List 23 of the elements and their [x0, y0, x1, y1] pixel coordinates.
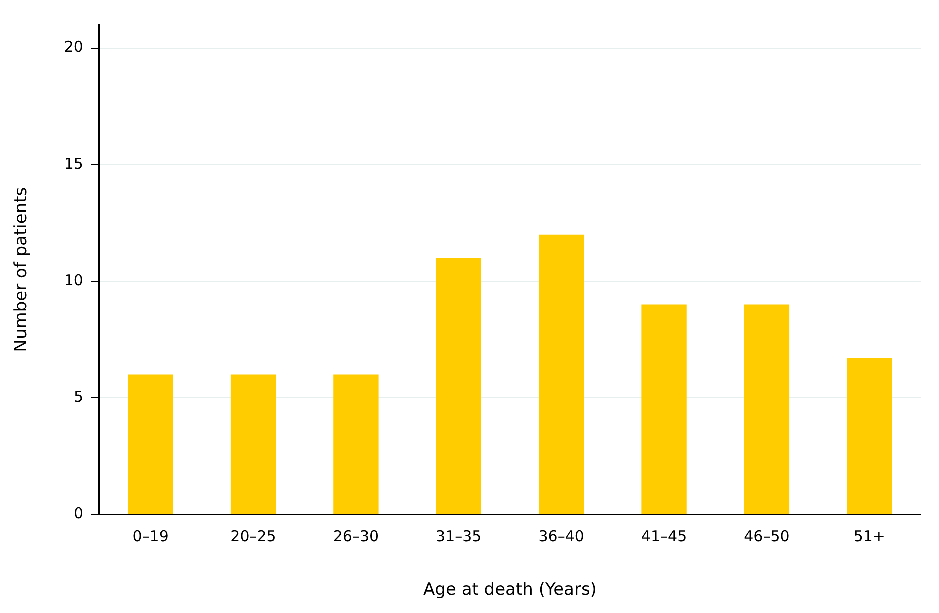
- bar: [128, 374, 174, 514]
- bar: [230, 374, 276, 514]
- x-axis-title: Age at death (Years): [424, 580, 597, 600]
- x-tick-label: 51+: [854, 527, 886, 546]
- bar: [847, 358, 892, 514]
- x-tick-label: 46–50: [744, 527, 790, 546]
- bar: [538, 234, 584, 514]
- x-tick-label: 20–25: [230, 527, 276, 546]
- y-tick-label: 5: [74, 388, 84, 406]
- y-tick-label: 0: [74, 504, 84, 522]
- y-tick-label: 20: [64, 38, 84, 56]
- bar: [334, 374, 379, 514]
- x-tick-label: 31–35: [436, 527, 482, 546]
- bar: [436, 258, 482, 514]
- y-tick-label: 15: [64, 154, 84, 173]
- x-tick-label: 36–40: [538, 527, 584, 546]
- x-tick-label: 41–45: [641, 527, 688, 546]
- x-tick-label: 0–19: [132, 527, 169, 546]
- y-axis-title: Number of patients: [12, 187, 32, 352]
- bar: [744, 304, 790, 514]
- x-tick-label: 26–30: [333, 527, 380, 546]
- bar: [642, 304, 687, 514]
- y-tick-label: 10: [64, 271, 84, 290]
